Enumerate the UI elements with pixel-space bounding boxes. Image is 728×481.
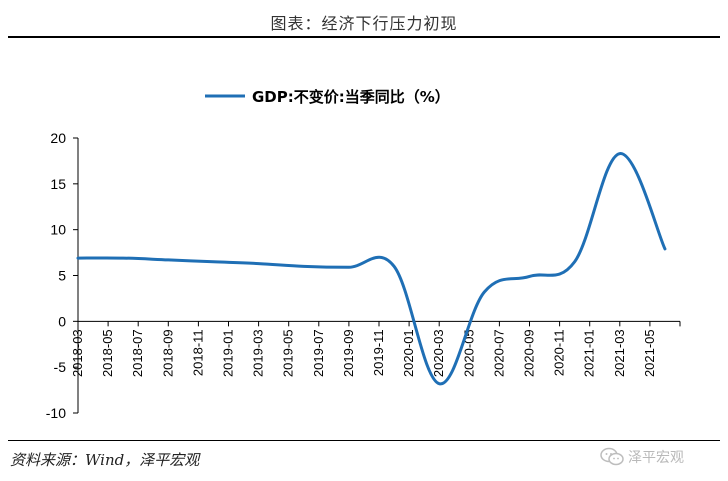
x-tick-label: 2019-01 bbox=[221, 329, 236, 377]
x-tick-label: 2018-11 bbox=[190, 329, 205, 376]
y-tick-label: 0 bbox=[58, 313, 66, 329]
x-tick-label: 2020-09 bbox=[522, 329, 537, 377]
x-tick-label: 2019-11 bbox=[371, 329, 386, 376]
y-tick-label: -10 bbox=[46, 405, 66, 421]
y-axis: -10 -5 0 5 10 15 20 bbox=[46, 130, 79, 421]
x-tick-label: 2019-03 bbox=[251, 329, 266, 377]
x-tick-label: 2018-05 bbox=[100, 329, 115, 377]
x-tick-label: 2018-09 bbox=[160, 329, 175, 377]
y-tick-label: -5 bbox=[54, 359, 67, 375]
y-tick-label: 15 bbox=[50, 176, 66, 192]
source-note: 资料来源：Wind，泽平宏观 bbox=[10, 451, 200, 469]
series-layer bbox=[76, 152, 667, 386]
x-tick-label: 2019-09 bbox=[341, 329, 356, 377]
x-tick-label: 2019-05 bbox=[281, 329, 296, 377]
chart-legend: GDP:不变价:当季同比（%） bbox=[205, 88, 450, 106]
watermark: 泽平宏观 bbox=[600, 444, 684, 470]
top-rule bbox=[8, 36, 720, 38]
x-tick-label: 2020-07 bbox=[491, 329, 506, 377]
y-tick-label: 20 bbox=[50, 130, 66, 146]
x-tick-label: 2021-03 bbox=[612, 329, 627, 377]
x-tick-label: 2020-01 bbox=[401, 329, 416, 377]
x-tick-label: 2021-01 bbox=[582, 329, 597, 377]
x-axis: 2018-03 2018-05 2018-07 2018-09 2018-11 2019-… bbox=[70, 320, 681, 377]
x-tick-label: 2018-03 bbox=[70, 329, 85, 377]
y-tick-label: 5 bbox=[58, 268, 66, 284]
wechat-icon bbox=[600, 447, 624, 466]
x-tick-label: 2020-05 bbox=[461, 329, 476, 377]
bottom-rule bbox=[8, 440, 720, 441]
figure-title: 图表：经济下行压力初现 bbox=[270, 14, 458, 33]
watermark-text: 泽平宏观 bbox=[628, 450, 684, 466]
x-tick-label: 2020-11 bbox=[552, 329, 567, 376]
series-line-gdp bbox=[76, 152, 667, 386]
x-tick-label: 2019-07 bbox=[311, 329, 326, 377]
x-tick-label: 2021-05 bbox=[642, 329, 657, 377]
legend-label-gdp: GDP:不变价:当季同比（%） bbox=[252, 88, 450, 106]
x-tick-label: 2020-03 bbox=[431, 329, 446, 377]
y-tick-label: 10 bbox=[50, 222, 66, 238]
x-tick-label: 2018-07 bbox=[130, 329, 145, 377]
